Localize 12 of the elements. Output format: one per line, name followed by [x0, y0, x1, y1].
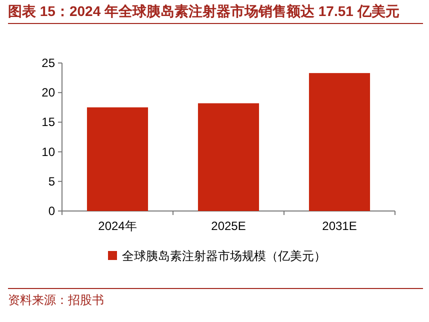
- y-tick-label: 0: [48, 204, 56, 218]
- x-tick-label: 2025E: [211, 219, 246, 233]
- y-tick-label: 15: [42, 115, 56, 130]
- legend-label: 全球胰岛素注射器市场规模（亿美元）: [122, 249, 326, 263]
- chart-title: 图表 15：2024 年全球胰岛素注射器市场销售额达 17.51 亿美元: [8, 2, 423, 24]
- x-tick-label: 2024年: [98, 219, 137, 233]
- y-tick-label: 10: [42, 144, 56, 159]
- y-tick-label: 5: [48, 174, 56, 188]
- y-tick-label: 25: [42, 56, 56, 70]
- text: 资料来源：招股书: [8, 288, 423, 309]
- y-tick-label: 20: [42, 86, 56, 100]
- x-tick-label: 2031E: [322, 219, 357, 233]
